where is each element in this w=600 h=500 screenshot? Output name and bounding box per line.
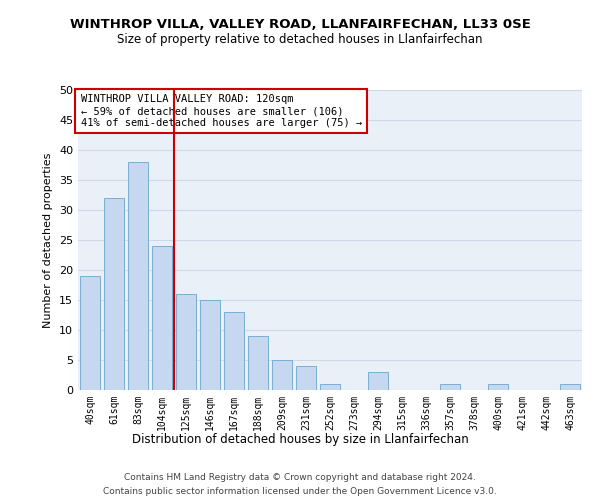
Bar bbox=[488, 384, 508, 390]
Bar bbox=[272, 360, 292, 390]
Text: Contains HM Land Registry data © Crown copyright and database right 2024.: Contains HM Land Registry data © Crown c… bbox=[124, 472, 476, 482]
Bar bbox=[248, 336, 268, 390]
Bar bbox=[176, 294, 196, 390]
Bar bbox=[80, 276, 100, 390]
Bar bbox=[296, 366, 316, 390]
Bar bbox=[320, 384, 340, 390]
Bar bbox=[440, 384, 460, 390]
Text: Contains public sector information licensed under the Open Government Licence v3: Contains public sector information licen… bbox=[103, 488, 497, 496]
Text: WINTHROP VILLA VALLEY ROAD: 120sqm
← 59% of detached houses are smaller (106)
41: WINTHROP VILLA VALLEY ROAD: 120sqm ← 59%… bbox=[80, 94, 362, 128]
Y-axis label: Number of detached properties: Number of detached properties bbox=[43, 152, 53, 328]
Bar bbox=[560, 384, 580, 390]
Bar bbox=[368, 372, 388, 390]
Bar bbox=[224, 312, 244, 390]
Text: WINTHROP VILLA, VALLEY ROAD, LLANFAIRFECHAN, LL33 0SE: WINTHROP VILLA, VALLEY ROAD, LLANFAIRFEC… bbox=[70, 18, 530, 30]
Bar bbox=[152, 246, 172, 390]
Bar bbox=[104, 198, 124, 390]
Bar bbox=[200, 300, 220, 390]
Text: Size of property relative to detached houses in Llanfairfechan: Size of property relative to detached ho… bbox=[117, 32, 483, 46]
Text: Distribution of detached houses by size in Llanfairfechan: Distribution of detached houses by size … bbox=[131, 432, 469, 446]
Bar bbox=[128, 162, 148, 390]
